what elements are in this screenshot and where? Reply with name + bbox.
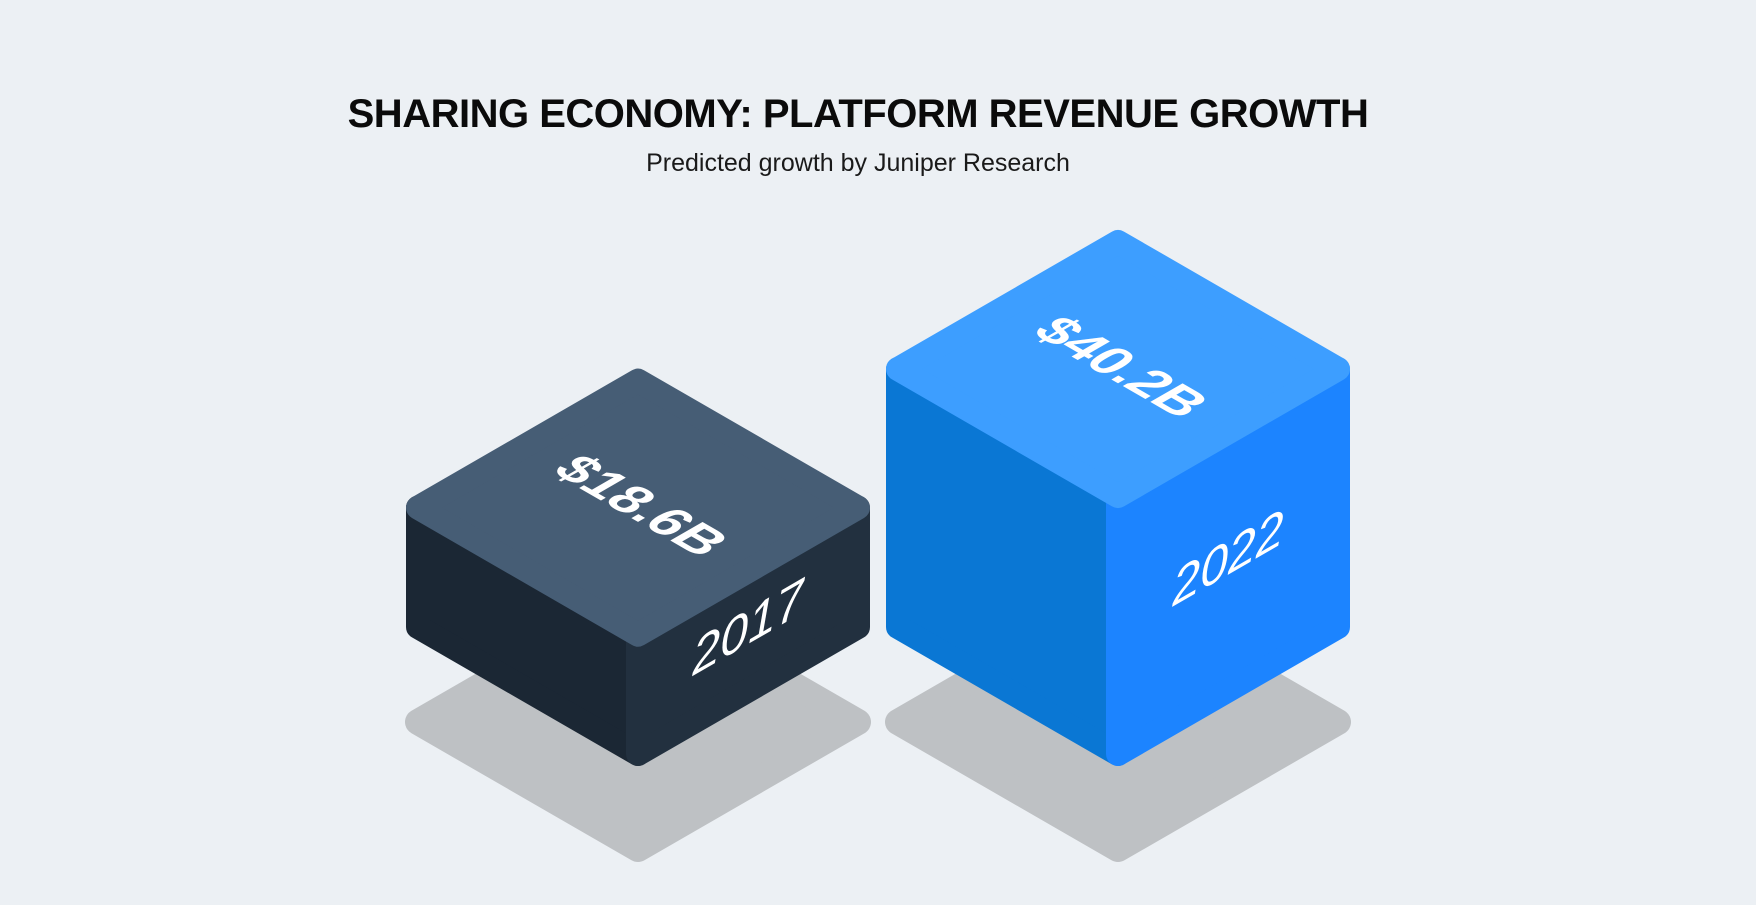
- chart-subtitle: Predicted growth by Juniper Research: [646, 149, 1070, 177]
- chart-title: SHARING ECONOMY: PLATFORM REVENUE GROWTH: [348, 92, 1369, 136]
- bar-top-face-2017: [406, 368, 870, 647]
- bar-top-face-2022: [886, 230, 1350, 508]
